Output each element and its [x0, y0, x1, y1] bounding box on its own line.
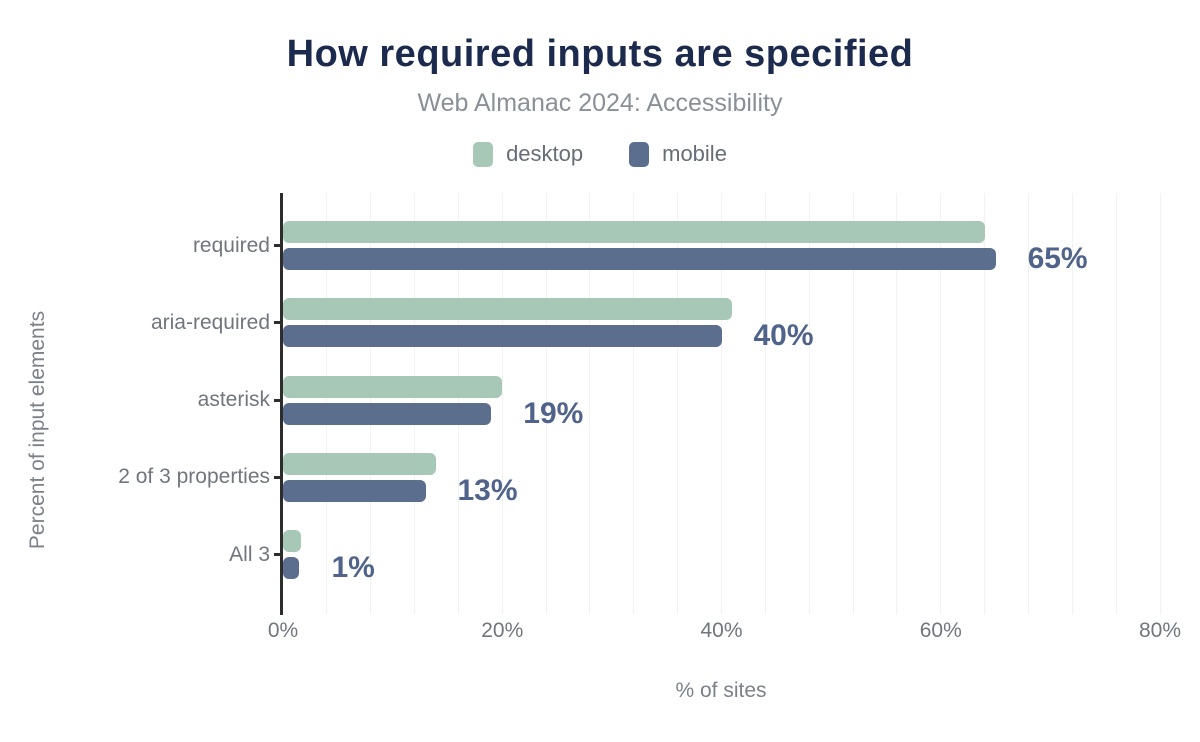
- category-label-required: required: [192, 233, 270, 257]
- x-axis-minor-tick-60: [940, 607, 942, 614]
- y-axis-title: Percent of input elements: [26, 310, 49, 550]
- gridline-28: [589, 193, 591, 607]
- x-axis-minor-tick-20: [501, 607, 503, 614]
- x-axis-zero-tick: [280, 607, 283, 615]
- annotation-2-of-3-properties: 13%: [457, 473, 518, 507]
- annotation-asterisk: 19%: [523, 396, 584, 430]
- annotation-aria-required: 40%: [753, 319, 814, 353]
- gridline-4: [326, 193, 328, 607]
- x-tick-label-20: 20%: [481, 619, 524, 642]
- x-axis-minor-tick-12: [414, 607, 416, 614]
- legend-item-mobile[interactable]: mobile: [629, 141, 727, 167]
- annotation-required: 65%: [1027, 242, 1088, 275]
- bar-desktop-2-of-3-properties[interactable]: [283, 452, 437, 475]
- gridline-36: [677, 193, 679, 607]
- gridline-52: [852, 193, 854, 607]
- x-axis-minor-tick-28: [589, 607, 591, 614]
- legend-item-desktop[interactable]: desktop: [473, 141, 583, 167]
- x-axis-minor-tick-76: [1115, 607, 1117, 614]
- gridline-64: [984, 193, 986, 607]
- gridline-8: [370, 193, 372, 607]
- x-axis-minor-tick-64: [984, 607, 986, 614]
- legend-label-desktop: desktop: [506, 141, 584, 166]
- bar-desktop-asterisk[interactable]: [283, 375, 503, 398]
- x-tick-label-0: 0%: [267, 619, 299, 642]
- x-axis-minor-tick-16: [457, 607, 459, 614]
- bar-mobile-all-3[interactable]: [283, 557, 300, 579]
- x-axis-minor-tick-4: [326, 607, 328, 614]
- bar-mobile-asterisk[interactable]: [283, 402, 492, 425]
- bar-desktop-aria-required[interactable]: [283, 298, 733, 321]
- chart-title: How required inputs are specified: [286, 33, 914, 75]
- gridline-40: [721, 193, 722, 607]
- bar-desktop-all-3[interactable]: [283, 530, 301, 552]
- gridline-68: [1027, 193, 1029, 607]
- x-axis-minor-tick-44: [764, 607, 766, 614]
- x-tick-label-60: 60%: [919, 619, 962, 642]
- gridline-76: [1115, 193, 1117, 607]
- category-label-2-of-3-properties: 2 of 3 properties: [118, 465, 270, 489]
- legend-swatch-desktop-icon: [473, 141, 494, 167]
- gridline-80: [1159, 193, 1161, 607]
- gridline-56: [896, 193, 898, 607]
- x-axis-minor-tick-36: [677, 607, 679, 614]
- x-axis-minor-tick-40: [721, 607, 722, 614]
- category-label-all-3: All 3: [229, 542, 270, 566]
- legend-label-mobile: mobile: [662, 141, 727, 166]
- gridline-44: [764, 193, 766, 607]
- x-axis-minor-tick-8: [370, 607, 372, 614]
- gridline-72: [1071, 193, 1073, 607]
- x-axis-minor-tick-72: [1071, 607, 1073, 614]
- x-axis-title: % of sites: [675, 679, 767, 702]
- annotation-all-3: 1%: [331, 551, 375, 584]
- x-axis-minor-tick-56: [896, 607, 898, 614]
- legend-swatch-mobile-icon: [629, 141, 650, 167]
- gridline-20: [501, 193, 503, 607]
- bar-mobile-2-of-3-properties[interactable]: [283, 479, 426, 502]
- x-axis-minor-tick-32: [633, 607, 635, 614]
- gridline-16: [457, 193, 459, 607]
- bar-desktop-required[interactable]: [283, 221, 985, 243]
- x-axis-minor-tick-68: [1027, 607, 1029, 614]
- y-axis-tick-all-3: [274, 553, 280, 556]
- x-axis-minor-tick-24: [545, 607, 547, 614]
- legend: desktop mobile: [0, 141, 1200, 167]
- x-axis-minor-tick-52: [852, 607, 854, 614]
- x-tick-label-40: 40%: [700, 619, 743, 642]
- y-axis-tick-asterisk: [274, 398, 280, 402]
- category-label-aria-required: aria-required: [150, 310, 270, 334]
- y-axis-tick-required: [274, 244, 280, 247]
- chart-subtitle: Web Almanac 2024: Accessibility: [417, 89, 783, 117]
- x-axis-minor-tick-48: [808, 607, 810, 614]
- gridline-32: [633, 193, 635, 607]
- gridline-12: [414, 193, 416, 607]
- gridline-24: [545, 193, 547, 607]
- bar-mobile-aria-required[interactable]: [283, 325, 722, 348]
- gridline-48: [808, 193, 810, 607]
- category-label-asterisk: asterisk: [197, 388, 270, 411]
- bar-mobile-required[interactable]: [283, 248, 996, 270]
- gridline-60: [940, 193, 942, 607]
- y-axis-tick-aria-required: [274, 321, 280, 325]
- x-axis-minor-tick-80: [1159, 607, 1161, 614]
- y-axis-tick-2-of-3-properties: [274, 475, 280, 479]
- x-tick-label-80: 80%: [1138, 619, 1182, 642]
- y-axis-line: [280, 193, 283, 607]
- plot-area: 65% 40% 19% 13% 1%: [274, 193, 1161, 615]
